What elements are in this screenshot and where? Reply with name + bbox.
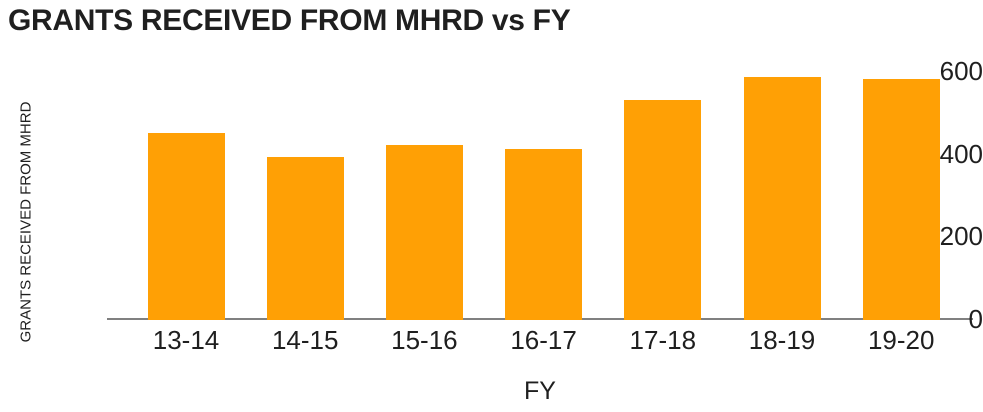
y-tick-label: 600 [939, 56, 983, 86]
bar-13-14 [147, 133, 225, 320]
x-tick-label: 19-20 [867, 325, 935, 355]
x-tick-label: 14-15 [271, 325, 339, 355]
y-axis-ticks [0, 0, 104, 412]
x-tick-label: 18-19 [748, 325, 816, 355]
bar-14-15 [266, 156, 344, 320]
x-tick-label: 17-18 [629, 325, 697, 355]
y-tick-label: 400 [939, 138, 983, 169]
bar-19-20 [862, 79, 940, 320]
y-tick-label: 200 [939, 221, 983, 252]
y-tick-label: 0 [968, 304, 983, 334]
x-tick-label: 15-16 [391, 325, 458, 355]
x-tick-label: 13-14 [152, 325, 220, 355]
bar-15-16 [385, 144, 463, 320]
x-axis-title: FY [524, 377, 556, 405]
plot-area [107, 71, 973, 320]
bar-18-19 [743, 77, 821, 320]
x-tick-label: 16-17 [510, 325, 577, 355]
bar-17-18 [624, 99, 702, 320]
chart-title: GRANTS RECEIVED FROM MHRD vs FY [8, 4, 571, 37]
bar-16-17 [505, 149, 583, 320]
